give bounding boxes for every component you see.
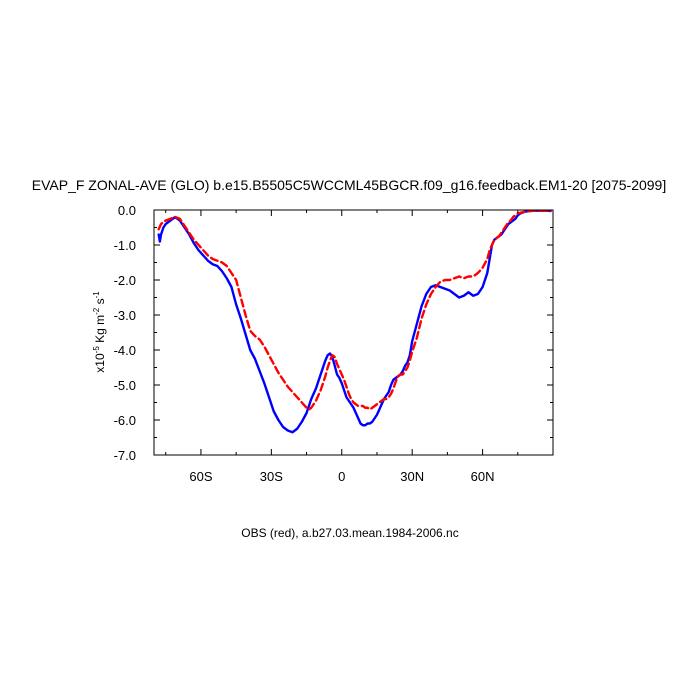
- y-axis-label: x10-5 Kg m-2 s-1: [92, 291, 107, 373]
- x-tick-label: 0: [338, 469, 345, 484]
- y-tick-label: -7.0: [114, 448, 136, 463]
- y-label-unit2: s: [93, 298, 107, 307]
- axis-ticks: 60S 30S 0 30N 60N 0.0 -1.0 -2.0 -3.0 -4.0 -5.0 -6.0…: [114, 203, 554, 484]
- plot-frame: [153, 209, 554, 456]
- series-group: [157, 210, 552, 434]
- y-label-unit1: Kg m: [93, 315, 107, 346]
- y-tick-label: -4.0: [114, 343, 136, 358]
- series-line-1: [157, 210, 552, 434]
- chart-footer: OBS (red), a.b27.03.mean.1984-2006.nc: [241, 526, 458, 540]
- y-label-scale-exp: -5: [92, 346, 101, 354]
- y-label-unit2-exp: -1: [92, 291, 101, 299]
- chart-title: EVAP_F ZONAL-AVE (GLO) b.e15.B5505C5WCCM…: [32, 177, 666, 193]
- x-tick-label: 60S: [189, 469, 212, 484]
- y-label-unit1-exp: -2: [92, 307, 101, 315]
- series-line-2: [157, 210, 552, 411]
- x-tick-label: 60N: [471, 469, 495, 484]
- y-label-scale: x10: [93, 353, 107, 373]
- y-tick-label: -1.0: [114, 238, 136, 253]
- plot-area: 60S 30S 0 30N 60N 0.0 -1.0 -2.0 -3.0 -4.0 -5.0 -6.0…: [114, 203, 554, 484]
- y-tick-label: -5.0: [114, 378, 136, 393]
- y-tick-label: -2.0: [114, 273, 136, 288]
- x-tick-label: 30S: [260, 469, 283, 484]
- y-tick-label: -6.0: [114, 413, 136, 428]
- y-tick-label: -3.0: [114, 308, 136, 323]
- x-tick-label: 30N: [400, 469, 424, 484]
- y-tick-label: 0.0: [118, 203, 136, 218]
